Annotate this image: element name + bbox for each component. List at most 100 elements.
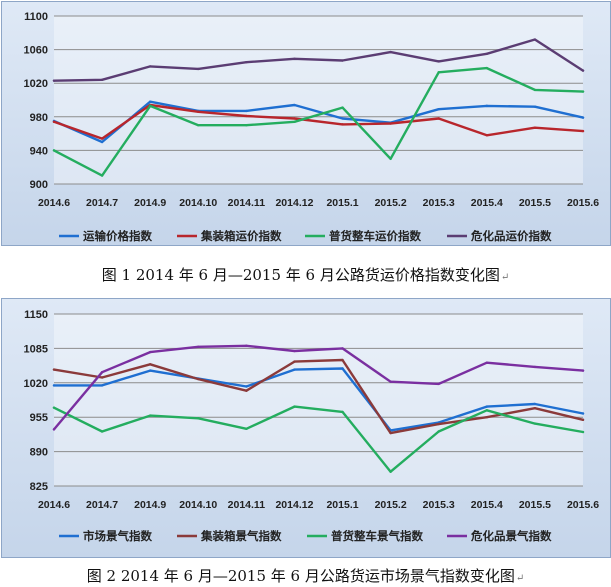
x-tick-label: 2014.10 bbox=[179, 499, 217, 511]
data-point bbox=[245, 389, 248, 392]
data-point bbox=[148, 363, 152, 366]
data-point bbox=[52, 79, 56, 82]
data-point bbox=[245, 124, 248, 127]
x-tick-label: 2014.10 bbox=[179, 197, 217, 209]
x-tick-label: 2015.4 bbox=[471, 197, 503, 209]
data-point bbox=[52, 368, 56, 371]
data-point bbox=[437, 108, 440, 111]
data-point bbox=[581, 69, 585, 72]
data-point bbox=[100, 140, 104, 144]
data-point bbox=[100, 376, 104, 379]
data-point bbox=[581, 418, 585, 422]
legend-label: 市场景气指数 bbox=[83, 529, 152, 543]
chart-2-caption: 图 2 2014 年 6 月—2015 年 6 月公路货运市场景气指数变化图↵ bbox=[0, 565, 611, 586]
data-point bbox=[100, 174, 104, 177]
data-point bbox=[437, 71, 440, 74]
x-tick-label: 2015.5 bbox=[519, 499, 551, 511]
y-tick-label: 1100 bbox=[24, 11, 48, 23]
data-point bbox=[533, 422, 537, 425]
data-point bbox=[293, 117, 296, 120]
data-point bbox=[293, 360, 296, 363]
data-point bbox=[293, 349, 296, 353]
data-point bbox=[485, 134, 489, 137]
data-point bbox=[293, 368, 296, 371]
x-tick-label: 2015.2 bbox=[375, 499, 407, 511]
data-point bbox=[341, 59, 344, 62]
data-point bbox=[389, 157, 392, 160]
data-point bbox=[437, 422, 440, 426]
y-tick-label: 890 bbox=[30, 447, 48, 459]
series-line bbox=[52, 344, 585, 431]
data-point bbox=[245, 427, 248, 431]
series-line bbox=[52, 100, 585, 144]
series-line bbox=[52, 66, 585, 177]
data-point bbox=[52, 406, 56, 409]
return-mark: ↵ bbox=[500, 272, 510, 283]
data-point bbox=[389, 470, 392, 473]
data-point bbox=[389, 122, 392, 125]
chart-1-caption-text: 图 1 2014 年 6 月—2015 年 6 月公路货运价格指数变化图 bbox=[101, 266, 500, 284]
data-point bbox=[581, 412, 585, 415]
data-point bbox=[533, 365, 537, 369]
data-point bbox=[485, 409, 489, 412]
data-point bbox=[245, 109, 248, 113]
chart-2-panel: 825 890 955 1020 1085 1150 2014.6 2014.7 2014.9 2… bbox=[1, 298, 611, 558]
data-point bbox=[148, 104, 152, 108]
data-point bbox=[485, 416, 489, 419]
x-tick-label: 2014.7 bbox=[86, 197, 118, 209]
data-point bbox=[52, 384, 56, 387]
data-point bbox=[533, 402, 537, 406]
x-tick-label: 2015.6 bbox=[567, 499, 599, 511]
data-point bbox=[341, 106, 344, 109]
y-tick-label: 940 bbox=[30, 145, 48, 157]
y-tick-label: 1085 bbox=[24, 343, 48, 355]
series-line bbox=[52, 358, 585, 435]
series-line bbox=[52, 103, 585, 140]
data-point bbox=[52, 428, 56, 431]
chart-1-svg: 900 940 980 1020 1060 1100 2014.6 2014.7 2014.9 2… bbox=[24, 11, 600, 243]
data-point bbox=[293, 57, 296, 61]
data-point bbox=[148, 350, 152, 354]
data-point bbox=[581, 116, 585, 119]
data-point bbox=[581, 430, 585, 434]
x-tick-label: 2014.12 bbox=[275, 197, 313, 209]
plot-area bbox=[54, 314, 583, 486]
data-point bbox=[389, 380, 392, 383]
data-point bbox=[293, 405, 296, 408]
x-tick-label: 2014.6 bbox=[38, 499, 70, 511]
data-point bbox=[197, 345, 200, 349]
data-point bbox=[245, 344, 248, 347]
data-point bbox=[197, 110, 200, 113]
y-tick-label: 1020 bbox=[24, 378, 48, 390]
x-tick-label: 2015.4 bbox=[471, 499, 503, 511]
data-point bbox=[100, 137, 104, 140]
legend-label: 危化品景气指数 bbox=[470, 529, 552, 543]
legend-label: 运输价格指数 bbox=[83, 229, 152, 243]
chart-2-caption-text: 图 2 2014 年 6 月—2015 年 6 月公路货运市场景气指数变化图 bbox=[86, 567, 515, 585]
data-point bbox=[245, 61, 248, 64]
data-point bbox=[245, 114, 248, 118]
x-tick-label: 2015.5 bbox=[519, 197, 551, 209]
data-point bbox=[485, 66, 489, 70]
x-tick-label: 2014.11 bbox=[228, 197, 266, 209]
x-tick-label: 2014.6 bbox=[38, 197, 70, 209]
data-point bbox=[533, 126, 537, 129]
data-point bbox=[100, 371, 104, 374]
data-point bbox=[437, 430, 440, 433]
data-point bbox=[293, 103, 296, 107]
data-point bbox=[485, 104, 489, 108]
x-tick-label: 2014.11 bbox=[228, 499, 266, 511]
data-point bbox=[341, 347, 344, 350]
x-tick-label: 2015.3 bbox=[423, 499, 455, 511]
chart-1-panel: 900 940 980 1020 1060 1100 2014.6 2014.7 2014.9 2… bbox=[1, 1, 611, 246]
x-tick-label: 2015.1 bbox=[326, 197, 358, 209]
data-point bbox=[533, 105, 537, 108]
x-tick-label: 2014.12 bbox=[275, 499, 313, 511]
data-point bbox=[533, 88, 537, 92]
data-point bbox=[148, 100, 152, 103]
data-point bbox=[52, 149, 56, 152]
data-point bbox=[437, 382, 440, 386]
x-tick-label: 2015.2 bbox=[375, 197, 407, 209]
y-tick-label: 955 bbox=[30, 412, 48, 424]
y-tick-label: 825 bbox=[30, 481, 48, 493]
